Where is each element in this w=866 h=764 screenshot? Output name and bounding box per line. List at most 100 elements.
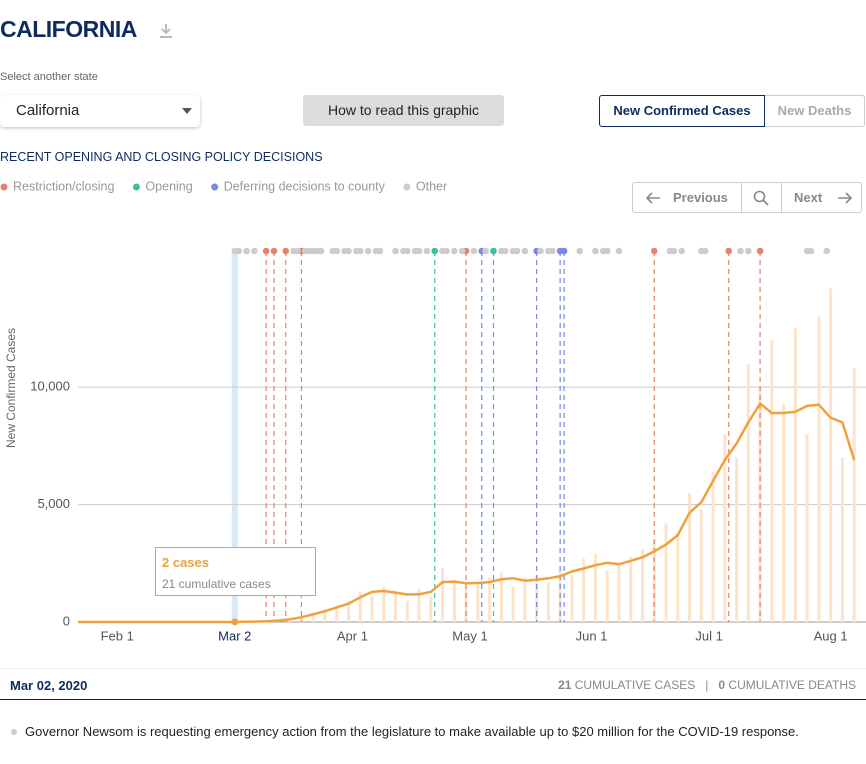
x-tick-label: Aug 1 (814, 628, 848, 643)
policy-dot (807, 247, 815, 255)
x-tick-label: Feb 1 (101, 628, 134, 643)
bar (711, 471, 715, 622)
policy-dot (615, 247, 623, 255)
bar (746, 363, 750, 622)
x-tick-label: May 1 (452, 628, 487, 643)
bar (605, 570, 609, 622)
legend-dot (211, 183, 219, 191)
bar (535, 575, 539, 622)
bar (452, 579, 456, 622)
policy-dot (243, 247, 250, 255)
section-title: RECENT OPENING AND CLOSING POLICY DECISI… (0, 150, 323, 164)
highlight-band (231, 251, 238, 622)
bar (511, 586, 515, 622)
cases-count: 21 (558, 678, 572, 692)
policy-dot (701, 247, 709, 255)
x-tick-label: Apr 1 (337, 628, 368, 643)
policy-dot (262, 247, 270, 255)
x-tick-label: Jun 1 (576, 628, 608, 643)
policy-dot (282, 247, 290, 255)
bar (358, 591, 362, 622)
y-tick-label: 0 (63, 613, 70, 628)
policy-dot (345, 247, 352, 255)
bar (570, 575, 574, 622)
policy-dot (482, 247, 489, 255)
legend-label: Restriction/closing (13, 179, 114, 193)
bar (488, 577, 492, 622)
policy-dot (458, 247, 466, 255)
search-button[interactable] (741, 183, 782, 212)
previous-label: Previous (673, 190, 728, 205)
legend-dot (403, 183, 411, 191)
tooltip-detail: 21 cumulative cases (162, 577, 271, 591)
policy-dot (823, 247, 831, 255)
next-button[interactable]: Next (782, 183, 862, 212)
policy-dot (678, 247, 685, 255)
bar (723, 434, 727, 622)
bar (582, 558, 586, 622)
bar (770, 340, 774, 622)
previous-button[interactable]: Previous (633, 183, 742, 212)
footer-date: Mar 02, 2020 (10, 678, 88, 693)
x-tick-label: Jul 1 (695, 628, 722, 643)
policy-dot (537, 247, 544, 255)
policy-dot (451, 247, 458, 255)
policy-dot (576, 247, 584, 255)
legend-label: Opening (145, 179, 192, 193)
policy-dot (560, 247, 568, 255)
state-select[interactable]: California (0, 95, 200, 127)
bar (782, 403, 786, 622)
deaths-count: 0 (718, 678, 726, 692)
arrow-right (838, 192, 853, 204)
bar (335, 605, 339, 622)
policy-dot (251, 247, 258, 255)
bar (793, 328, 797, 622)
caret (182, 108, 192, 114)
help-button[interactable]: How to read this graphic (303, 95, 504, 126)
policy-dot (549, 247, 556, 255)
download-icon[interactable] (158, 22, 174, 40)
y-axis-title: New Confirmed Cases (4, 328, 18, 448)
policy-dot (270, 247, 278, 255)
legend-dot (132, 183, 140, 191)
legend-label: Deferring decisions to county (224, 179, 386, 193)
select-value: California (16, 102, 80, 119)
tab[interactable]: New Deaths (765, 95, 865, 127)
bar (382, 586, 386, 622)
bar (346, 600, 350, 622)
policy-dot (294, 247, 301, 255)
policy-dot (333, 247, 341, 255)
policy-dot (423, 247, 431, 255)
highlight-point (231, 618, 239, 626)
bar (699, 509, 703, 622)
policy-dot (356, 247, 364, 255)
deaths-label: CUMULATIVE DEATHS (728, 678, 856, 692)
policy-dot (501, 247, 509, 255)
policy-dot (521, 247, 529, 255)
footer-stats: 21 CUMULATIVE CASES | 0 CUMULATIVE DEATH… (558, 678, 856, 692)
bar (523, 577, 527, 622)
bar (476, 584, 480, 622)
note-bullet (11, 729, 17, 735)
policy-dot (364, 247, 372, 255)
policy-dot (376, 247, 384, 255)
page-title: CALIFORNIA (0, 16, 137, 42)
bar (664, 523, 668, 622)
bar (640, 549, 644, 622)
policy-dot (725, 247, 733, 255)
policy-dot (737, 247, 744, 255)
note: Governor Newsom is requesting emergency … (25, 724, 799, 739)
select-label: Select another state (0, 71, 98, 83)
bar (441, 567, 445, 622)
policy-dot (592, 247, 599, 255)
bar (652, 539, 656, 622)
bar (829, 288, 833, 622)
policy-dot (603, 247, 611, 255)
policy-dot (470, 247, 478, 255)
bar (417, 589, 421, 622)
tab[interactable]: New Confirmed Cases (599, 95, 765, 127)
policy-dot (745, 247, 752, 255)
policy-dot (431, 247, 439, 255)
policy-dot (756, 247, 764, 255)
